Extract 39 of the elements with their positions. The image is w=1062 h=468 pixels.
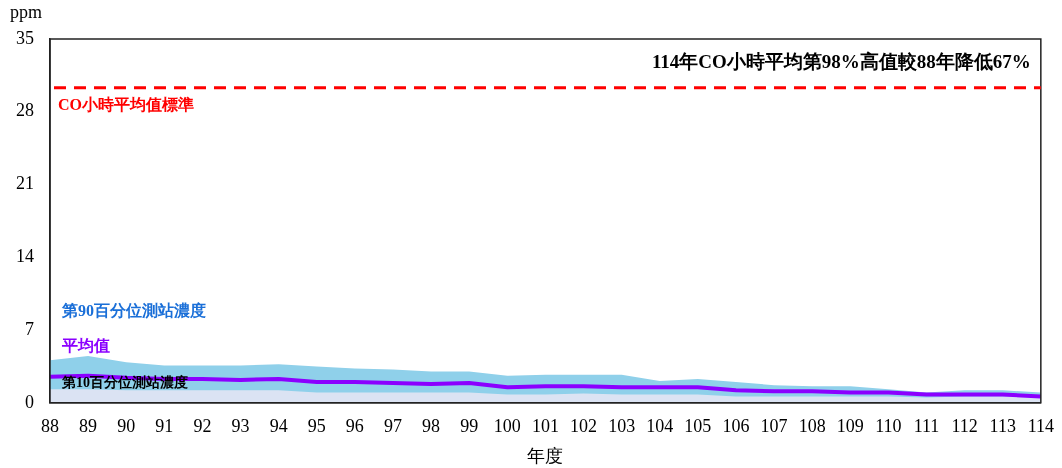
y-axis-title: ppm	[10, 1, 43, 22]
x-tick-label: 92	[193, 416, 212, 437]
x-tick-label: 88	[41, 416, 59, 437]
y-tick-label: 28	[16, 100, 34, 121]
x-tick-label: 114	[1027, 416, 1055, 437]
x-tick-label: 103	[608, 416, 636, 437]
x-tick-label: 101	[531, 416, 559, 437]
x-tick-label: 94	[269, 416, 288, 437]
x-tick-label: 91	[155, 416, 174, 437]
x-tick-label: 112	[951, 416, 978, 437]
x-tick-label: 106	[722, 416, 750, 437]
x-axis-title: 年度	[527, 445, 564, 466]
x-tick-label: 104	[646, 416, 674, 437]
x-tick-label: 100	[493, 416, 521, 437]
text: 第90百分位測站濃度	[61, 301, 206, 320]
x-tick-label: 97	[383, 416, 402, 437]
y-tick-label: 7	[25, 318, 34, 339]
y-tick-label: 35	[16, 27, 34, 48]
x-tick-label: 95	[307, 416, 326, 437]
y-tick-label: 14	[16, 246, 34, 267]
x-tick-label: 89	[79, 416, 98, 437]
x-tick-label: 109	[836, 416, 864, 437]
x-tick-label: 90	[117, 416, 136, 437]
ref-line-label: CO小時平均值標準	[58, 95, 194, 113]
x-tick-label: 107	[760, 416, 788, 437]
x-tick-label: 110	[875, 416, 902, 437]
x-tick-label: 96	[345, 416, 364, 437]
x-tick-label: 98	[422, 416, 441, 437]
x-tick-label: 113	[989, 416, 1016, 437]
series-label: 平均值	[61, 336, 110, 354]
x-tick-label: 108	[798, 416, 826, 437]
annotation: 114年CO小時平均第98%高值較88年降低67%	[651, 51, 1031, 73]
y-tick-label: 0	[25, 391, 34, 412]
y-tick-label: 21	[16, 173, 34, 194]
x-tick-label: 111	[913, 416, 940, 437]
x-tick-label: 93	[231, 416, 250, 437]
x-tick-label: 102	[570, 416, 598, 437]
x-tick-label: 105	[684, 416, 712, 437]
x-tick-label: 99	[460, 416, 479, 437]
